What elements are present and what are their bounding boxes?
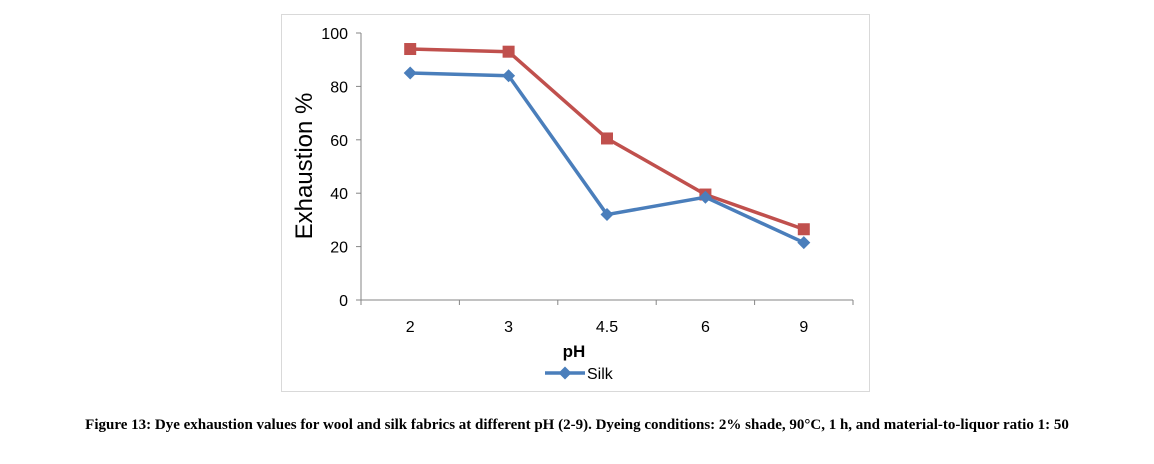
- x-tick-label: 4.5: [596, 319, 618, 336]
- figure-caption: Figure 13: Dye exhaustion values for woo…: [0, 416, 1154, 435]
- data-point-1-0: [403, 66, 417, 80]
- y-tick-label: 60: [330, 133, 348, 150]
- x-tick-label: 6: [701, 319, 710, 336]
- caption-text: Figure 13: Dye exhaustion values for woo…: [85, 417, 1069, 433]
- x-tick-label: 2: [406, 319, 415, 336]
- data-point-1-4: [797, 236, 811, 250]
- data-point-0-0: [404, 43, 417, 56]
- series-group-0: [404, 43, 810, 236]
- y-axis-label: Exhaustion %: [291, 93, 318, 240]
- series-group-1: [403, 66, 811, 250]
- y-tick-label: 20: [330, 240, 348, 257]
- data-point-1-2: [600, 208, 614, 222]
- line-chart: 0 20 40 60 80 100 2 3 4.5 6 9 Silk Exhaustion % pH: [291, 26, 854, 383]
- data-point-1-1: [502, 69, 516, 83]
- data-point-0-1: [502, 45, 515, 58]
- data-point-1-3: [698, 190, 712, 204]
- y-tick-label: 100: [321, 26, 348, 43]
- x-axis-label: pH: [563, 342, 586, 361]
- y-tick-label: 40: [330, 186, 348, 203]
- legend-label-1: Silk: [587, 366, 614, 383]
- data-point-0-2: [601, 132, 613, 145]
- y-tick-label: 80: [330, 79, 348, 96]
- data-point-0-4: [797, 223, 810, 236]
- x-tick-label: 3: [504, 319, 513, 336]
- x-tick-label: 9: [799, 319, 808, 336]
- chart-frame: [281, 14, 870, 392]
- y-tick-label: 0: [339, 293, 348, 310]
- legend-marker-1: [558, 366, 572, 380]
